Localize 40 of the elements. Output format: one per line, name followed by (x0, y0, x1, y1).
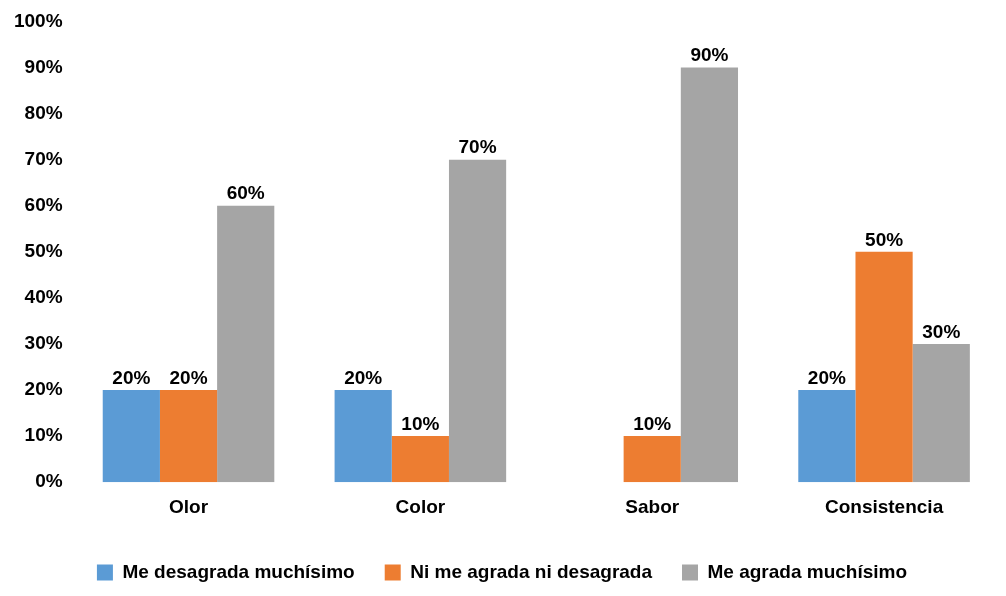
y-tick-label: 30% (24, 332, 63, 354)
data-label: 20% (807, 366, 846, 388)
y-tick-label: 100% (13, 9, 63, 31)
bar (912, 343, 970, 483)
y-tick-label: 90% (24, 55, 63, 77)
y-tick-label: 20% (24, 378, 63, 400)
data-label: 20% (112, 366, 151, 388)
x-tick-label: Color (395, 495, 446, 517)
data-label: 20% (344, 366, 383, 388)
x-tick-label: Sabor (625, 495, 680, 517)
data-label: 10% (401, 412, 440, 434)
y-tick-label: 70% (24, 147, 63, 169)
legend-label: Me desagrada muchísimo (122, 560, 355, 582)
data-label: 90% (690, 44, 729, 66)
bar (102, 390, 160, 483)
data-label: 30% (922, 320, 961, 342)
y-tick-label: 40% (24, 286, 63, 308)
bar (798, 390, 856, 483)
bar (680, 67, 739, 483)
x-tick-label: Olor (168, 495, 209, 517)
data-label: 20% (169, 366, 208, 388)
y-tick-label: 80% (24, 101, 63, 123)
bar (334, 390, 392, 483)
y-tick-label: 60% (24, 193, 63, 215)
bar (448, 159, 507, 483)
x-tick-label: Consistencia (824, 495, 944, 517)
bar (159, 390, 218, 483)
legend-label: Ni me agrada ni desagrada (410, 560, 653, 582)
y-tick-label: 10% (24, 424, 63, 446)
y-tick-label: 50% (24, 240, 63, 262)
legend-label: Me agrada muchísimo (707, 560, 908, 582)
data-label: 10% (633, 412, 672, 434)
data-label: 60% (226, 182, 265, 204)
bar (217, 205, 275, 483)
data-label: 70% (458, 136, 497, 158)
bar (623, 436, 681, 483)
data-label: 50% (865, 228, 904, 250)
bar (855, 251, 913, 483)
y-tick-label: 0% (35, 470, 63, 492)
bar (391, 436, 449, 483)
